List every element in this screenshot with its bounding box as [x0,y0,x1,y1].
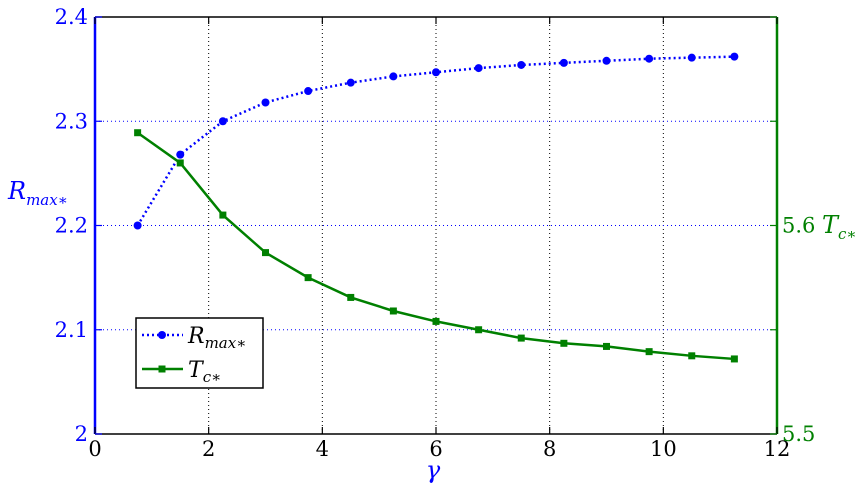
series-0-point-6 [389,72,398,81]
legend-label-t-sub: c∗ [203,368,222,386]
series-1-point-3 [262,249,269,257]
legend: Rmax∗ Tc∗ [135,317,264,389]
legend-label-t: Tc∗ [188,358,221,386]
series-1-point-0 [134,129,142,137]
left-tick-label-2: 2.2 [55,214,88,238]
x-tick-label-2: 4 [316,437,329,461]
right-tick-label-0: 5.5 [782,422,815,446]
left-axis-label-main: R [7,177,26,205]
series-1-point-13 [688,352,696,360]
right-axis-label-sub: c∗ [838,225,857,243]
right-axis-label-main: T [822,211,840,239]
series-0-point-7 [432,68,440,77]
left-tick-label-4: 2.4 [55,5,88,29]
x-axis-label: γ [426,456,441,484]
legend-label-r-main: R [187,324,205,349]
legend-label-t-main: T [188,358,205,383]
series-0-point-14 [730,52,739,61]
left-tick-label-1: 2.1 [55,318,88,342]
right-axis-label: Tc∗ [822,211,857,243]
series-0-point-3 [261,98,270,107]
x-tick-label-4: 8 [543,437,556,461]
series-1-point-6 [389,307,397,315]
left-tick-label-0: 2 [75,422,88,446]
series-1-point-8 [475,326,483,334]
left-tick-label-3: 2.3 [55,109,88,133]
series-1-point-5 [347,293,355,301]
series-0-point-5 [346,78,355,87]
series-1-point-9 [517,334,525,342]
x-tick-label-3: 6 [429,437,442,461]
legend-box [135,317,264,389]
axis-labels: γ Rmax∗ Tc∗ [7,177,857,484]
grid-lines [95,17,777,434]
series-0-point-8 [474,64,483,73]
series-0-point-10 [559,58,568,67]
series-0-point-1 [176,150,185,159]
legend-marker-r [158,331,166,339]
series-1-point-1 [176,159,184,167]
series-1-point-2 [219,211,227,219]
series-1-point-4 [304,274,312,282]
left-axis-label-sub: max∗ [26,191,68,209]
series-1-point-14 [730,355,738,363]
x-tick-label-5: 10 [650,437,677,461]
series-0-point-13 [687,53,696,62]
right-tick-label-1: 5.6 [782,214,815,238]
legend-marker-t [158,365,166,373]
x-tick-label-1: 2 [202,437,215,461]
left-axis-label: Rmax∗ [7,177,68,209]
series-1-point-7 [432,317,440,325]
legend-label-r-sub: max∗ [205,334,247,352]
x-tick-label-0: 0 [88,437,101,461]
legend-label-r: Rmax∗ [187,324,246,352]
series-0-point-11 [602,56,611,65]
series-0-point-2 [218,117,227,126]
x-tick-label-6: 12 [764,437,791,461]
series-0-point-4 [304,87,313,96]
series-1-point-10 [560,339,568,347]
series-0-point-9 [517,60,526,69]
series-0-point-12 [645,54,654,63]
series-1-point-12 [645,348,653,356]
series-0-point-0 [133,221,142,230]
series-layer [133,52,739,363]
series-1-point-11 [603,342,610,350]
